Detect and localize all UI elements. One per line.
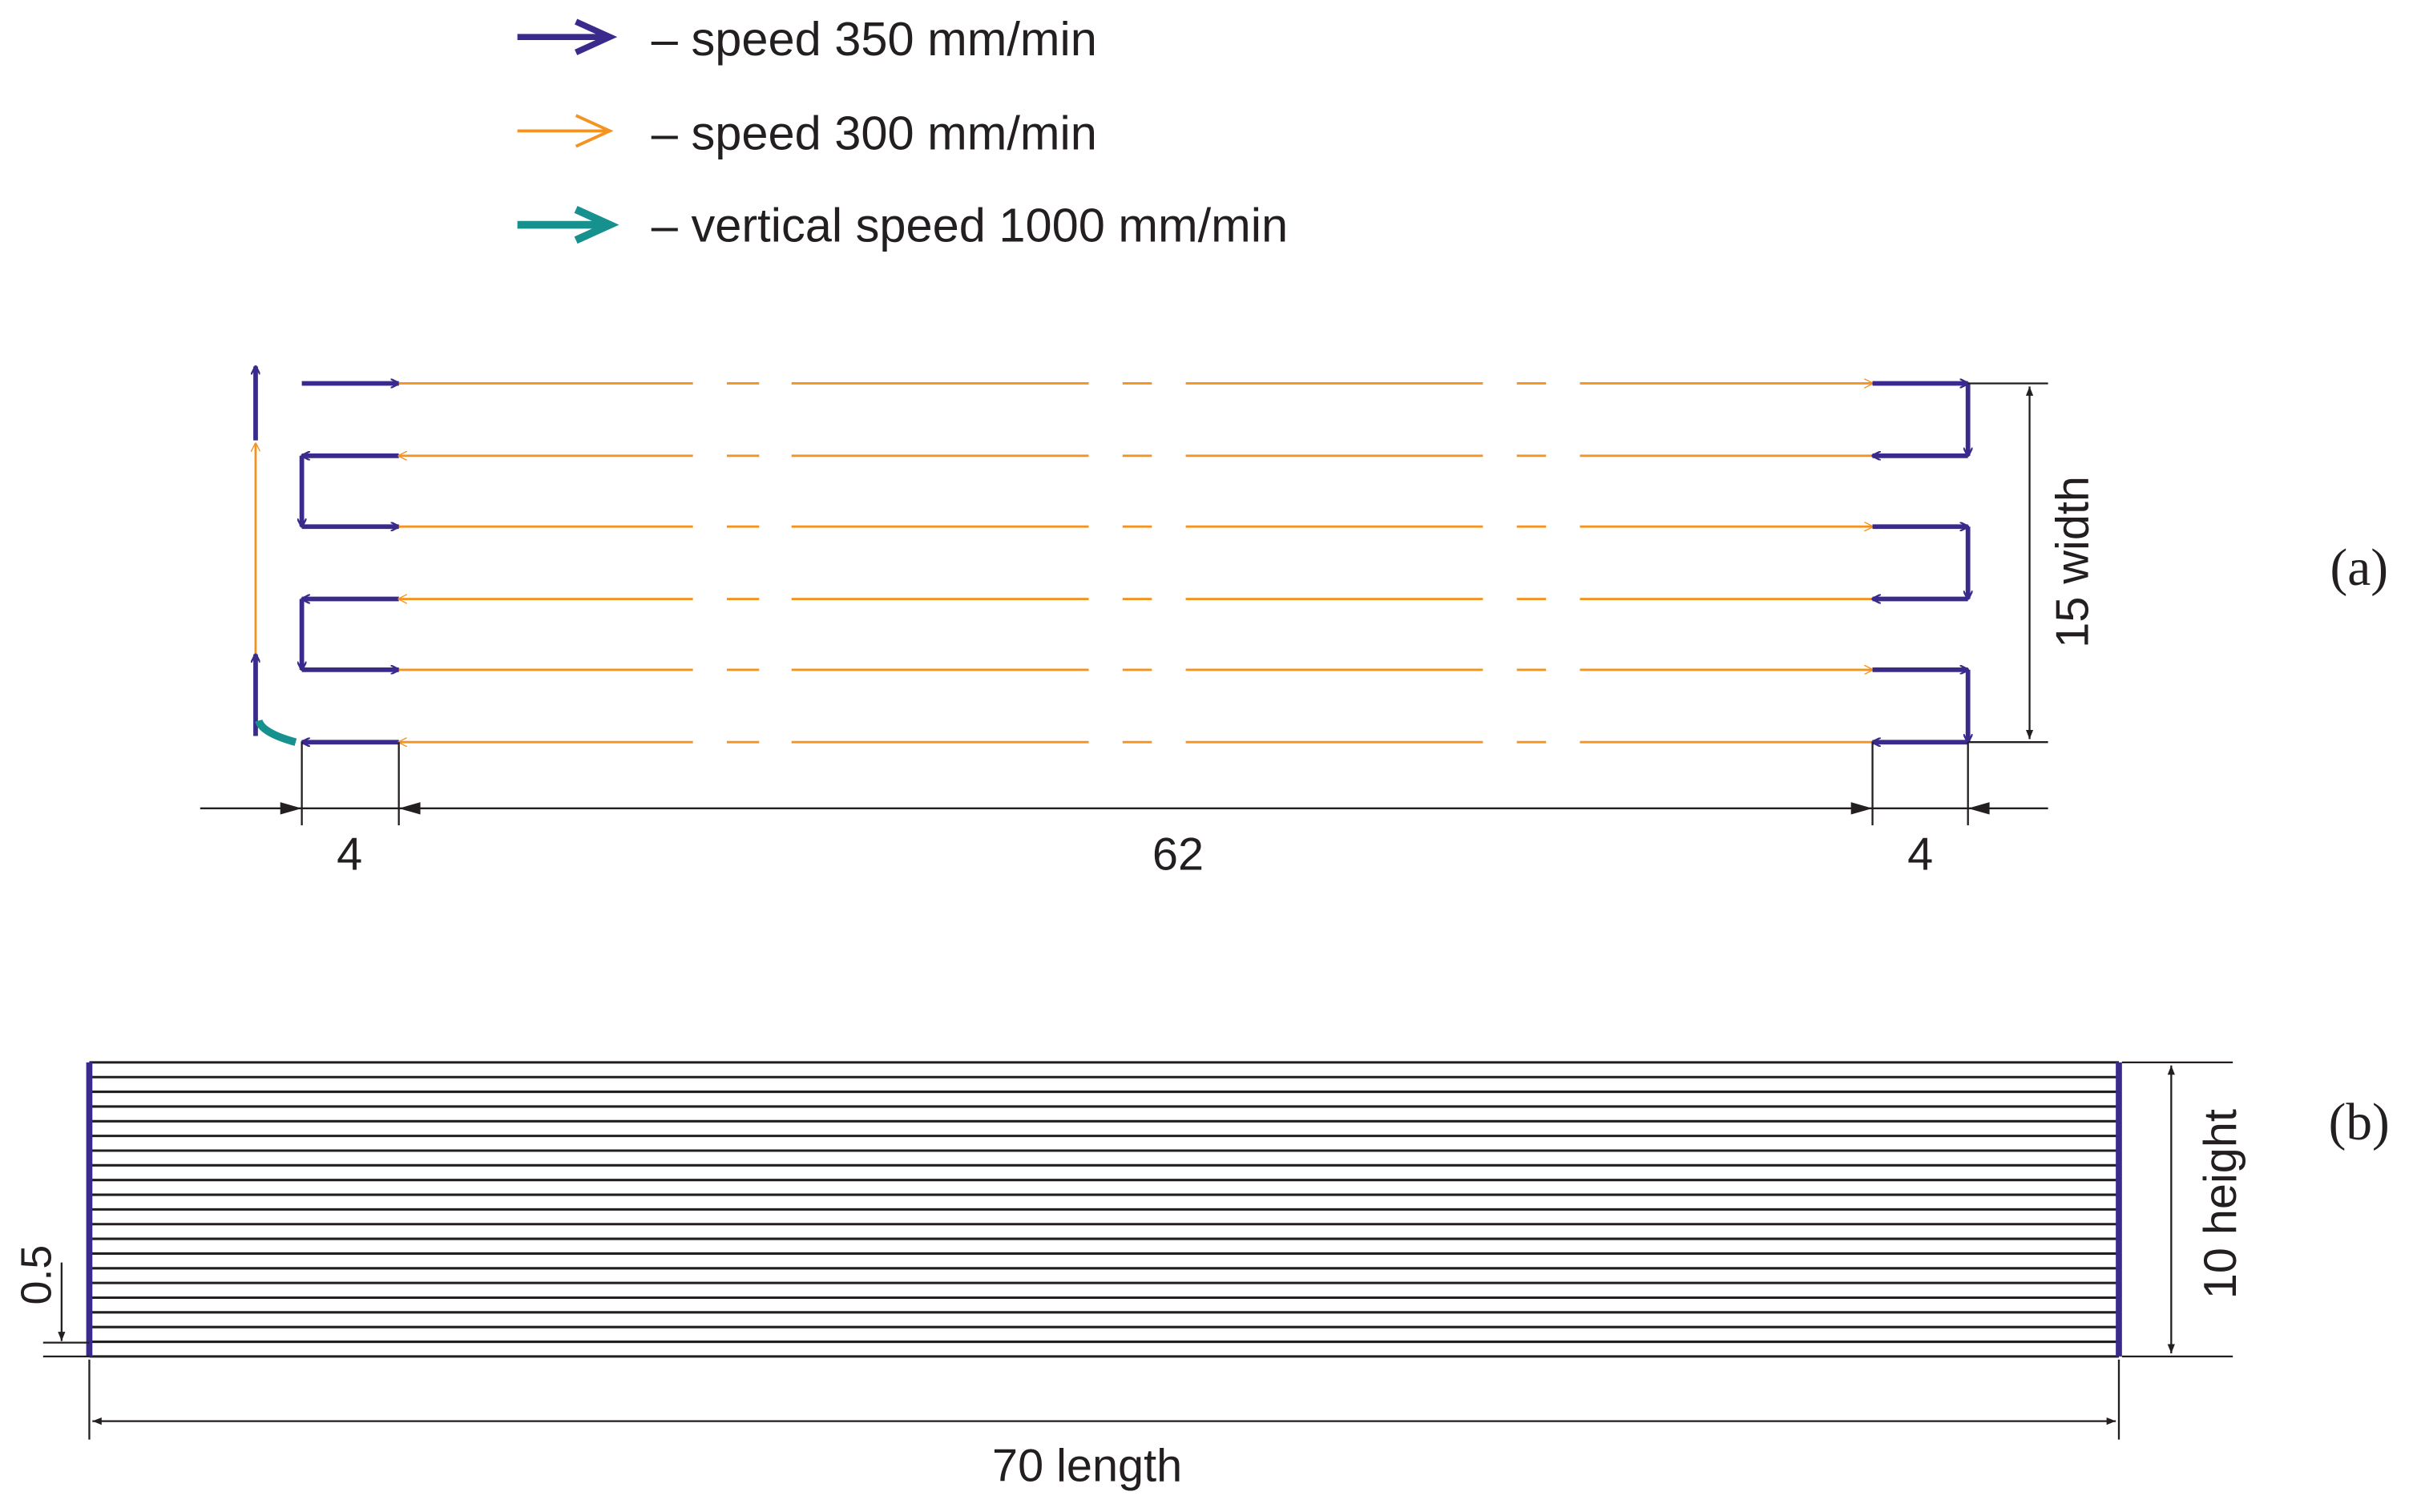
legend-item-300: – speed 300 mm/min bbox=[517, 106, 1097, 159]
dim-arrow bbox=[1967, 802, 1990, 815]
dim-length-label: 70 length bbox=[992, 1441, 1182, 1492]
legend-item-350: – speed 350 mm/min bbox=[517, 12, 1097, 66]
deposition-passes bbox=[302, 383, 1968, 742]
panel-b-tag: (b) bbox=[2329, 1094, 2390, 1151]
dim-width-label: 15 width bbox=[2048, 476, 2099, 648]
dim-left-offset: 4 bbox=[337, 829, 362, 881]
panel-a-tag: (a) bbox=[2330, 539, 2388, 597]
legend: – speed 350 mm/min – speed 300 mm/min – … bbox=[517, 12, 1288, 252]
dim-layer-label: 0.5 bbox=[12, 1245, 60, 1305]
dim-length-62: 62 bbox=[1152, 829, 1204, 881]
legend-arrowhead-purple bbox=[575, 18, 618, 55]
legend-item-vertical: – vertical speed 1000 mm/min bbox=[517, 199, 1288, 252]
legend-label-300: – speed 300 mm/min bbox=[652, 106, 1097, 159]
legend-arrowhead-orange bbox=[575, 114, 614, 148]
panel-a-toolpath: 4 62 4 15 width (a) bbox=[200, 366, 2388, 881]
left-connector bbox=[255, 366, 297, 746]
panel-a-dimensions: 4 62 4 15 width bbox=[200, 382, 2099, 881]
layer-lines bbox=[89, 1061, 2119, 1358]
panel-b-layers: 10 height 70 length 0.5 (b) bbox=[12, 1061, 2390, 1492]
dim-height-label: 10 height bbox=[2195, 1109, 2246, 1299]
panel-b-dimensions: 10 height 70 length 0.5 bbox=[12, 1061, 2246, 1492]
dim-arrow bbox=[1850, 802, 1873, 815]
legend-label-350: – speed 350 mm/min bbox=[652, 12, 1097, 66]
dim-arrow bbox=[280, 802, 302, 815]
legend-label-vertical: – vertical speed 1000 mm/min bbox=[652, 199, 1288, 252]
vertical-move-teal bbox=[255, 719, 297, 746]
dim-arrow bbox=[398, 802, 421, 815]
dim-right-offset: 4 bbox=[1907, 829, 1933, 881]
legend-arrowhead-teal bbox=[574, 205, 619, 244]
